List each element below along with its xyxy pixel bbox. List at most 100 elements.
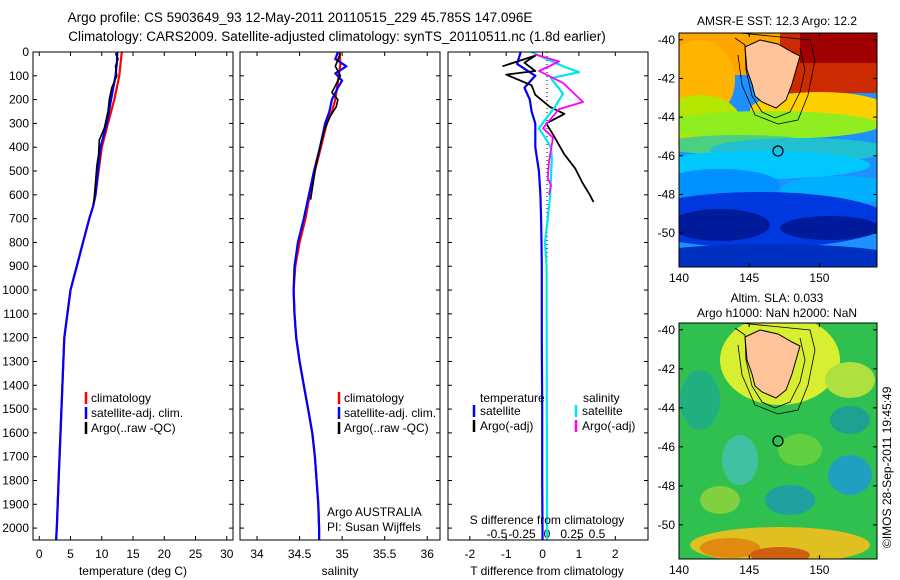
difference-xlabel: T difference from climatology: [470, 564, 624, 578]
legend-label-t-satellite: satellite: [480, 404, 521, 418]
sla-map: Altim. SLA: 0.033 Argo h1000: NaN h2000:…: [658, 291, 878, 577]
sst-map-frame: [678, 32, 878, 268]
x-tick-label: 25: [189, 547, 203, 561]
y-tick-label: 900: [9, 259, 29, 273]
x2-tick-label: 0.5: [589, 527, 606, 541]
lat-tick-label: -42: [658, 71, 676, 85]
lat-tick-label: -48: [658, 187, 676, 201]
lon-tick-label: 140: [669, 563, 689, 577]
lat-tick-label: -40: [658, 33, 676, 47]
temperature-axes-frame: [32, 51, 234, 541]
salinity-panel: 34 34.5 35 35.5 36 salinity climatology sate…: [239, 51, 441, 578]
legend-group-temperature: temperature: [480, 391, 545, 405]
lon-tick-label: 150: [809, 563, 829, 577]
figure-title-line1: Argo profile: CS 5903649_93 12-May-2011 …: [68, 10, 533, 25]
x-tick-label: 20: [158, 547, 172, 561]
lat-tick-label: -44: [658, 110, 676, 124]
series-line-argo-raw-qc: [92, 52, 119, 205]
y-tick-label: 500: [9, 164, 29, 178]
x-tick-label: 15: [126, 547, 140, 561]
x-tick-label: 35: [335, 547, 349, 561]
series-line-salinity-satellite: [530, 52, 581, 540]
lon-tick-label: 140: [669, 271, 689, 285]
x2-tick-label: -0.5: [487, 527, 508, 541]
x-tick-label: 34.5: [288, 547, 312, 561]
series-line-climatology: [292, 52, 342, 540]
sla-map-frame: [678, 322, 878, 560]
lat-tick-label: -46: [658, 440, 676, 454]
x-tick-label: -2: [464, 547, 475, 561]
x-tick-label: -1: [501, 547, 512, 561]
y-tick-label: 0: [22, 45, 29, 59]
imos-credit: ©IMOS 28-Sep-2011 19:45:49: [880, 386, 894, 548]
x-tick-label: 0: [539, 547, 546, 561]
legend-label-satellite: satellite-adj. clim.: [91, 406, 183, 420]
argo-float-marker: [772, 435, 784, 447]
temperature-legend: climatology satellite-adj. clim. Argo(..…: [84, 391, 183, 435]
y-tick-label: 1400: [2, 378, 29, 392]
x-tick-label: 36: [421, 547, 435, 561]
sla-map-title-line1: Altim. SLA: 0.033: [731, 291, 824, 305]
y-tick-label: 1200: [2, 331, 29, 345]
lon-tick-label: 145: [739, 563, 759, 577]
annotation-argo-country: Argo AUSTRALIA: [327, 505, 422, 519]
legend-label-argo: Argo(..raw -QC): [344, 421, 429, 435]
y-tick-label: 600: [9, 188, 29, 202]
y-tick-label: 300: [9, 116, 29, 130]
difference-x2label: S difference from climatology: [470, 513, 625, 527]
temperature-panel: 0 5 10 15 20 25 300100200300400500600700800900…: [2, 45, 233, 578]
salinity-xlabel: salinity: [322, 564, 359, 578]
tasmania-landmass: [744, 329, 801, 399]
y-tick-label: 1000: [2, 283, 29, 297]
y-tick-label: 1600: [2, 426, 29, 440]
argo-float-marker: [772, 145, 784, 157]
y-tick-label: 1900: [2, 497, 29, 511]
y-tick-label: 100: [9, 69, 29, 83]
sst-field: [679, 33, 877, 267]
legend-label-climatology: climatology: [344, 391, 404, 405]
lat-tick-label: -44: [658, 401, 676, 415]
legend-label-s-argo: Argo(-adj): [582, 419, 635, 433]
series-line-salinity-argo-adj: [534, 53, 584, 195]
x-tick-label: 30: [220, 547, 234, 561]
lat-tick-label: -48: [658, 479, 676, 493]
y-tick-label: 1800: [2, 473, 29, 487]
series-line-temperature-satellite: [515, 52, 544, 540]
legend-group-salinity: salinity: [583, 391, 620, 405]
legend-label-argo: Argo(..raw -QC): [91, 421, 176, 435]
sla-map-title-line2: Argo h1000: NaN h2000: NaN: [697, 306, 857, 320]
sla-field: [679, 323, 877, 559]
x-tick-label: 10: [95, 547, 109, 561]
series-line-satellite-adj-clim: [55, 52, 119, 540]
y-tick-label: 2000: [2, 521, 29, 535]
lon-tick-label: 145: [739, 271, 759, 285]
lat-tick-label: -42: [658, 362, 676, 376]
x-tick-label: 2: [612, 547, 619, 561]
difference-axes-frame: [447, 51, 649, 541]
sst-map-title: AMSR-E SST: 12.3 Argo: 12.2: [697, 14, 857, 28]
legend-label-t-argo: Argo(-adj): [480, 419, 533, 433]
y-tick-label: 1500: [2, 402, 29, 416]
difference-panel: -2 -1 0 1 2-0.5 -0.25 0 0.25 0.5 T difference fr…: [447, 51, 649, 578]
lat-tick-label: -50: [658, 226, 676, 240]
x2-tick-label: -0.25: [508, 527, 536, 541]
lat-tick-label: -46: [658, 149, 676, 163]
salinity-axes-frame: [239, 51, 441, 541]
legend-label-s-satellite: satellite: [582, 404, 623, 418]
series-line-climatology: [55, 52, 123, 540]
legend-label-climatology: climatology: [91, 391, 151, 405]
x2-tick-label: 0.25: [560, 527, 584, 541]
temperature-xlabel: temperature (deg C): [79, 564, 187, 578]
series-line-argo-raw-qc: [309, 52, 342, 200]
y-tick-label: 1100: [3, 307, 29, 321]
x-tick-label: 1: [576, 547, 583, 561]
x-tick-label: 35.5: [373, 547, 397, 561]
series-line-satellite-adj-clim: [292, 52, 348, 540]
lat-tick-label: -40: [658, 323, 676, 337]
y-tick-label: 400: [9, 140, 29, 154]
lon-tick-label: 150: [809, 271, 829, 285]
x-tick-label: 34: [250, 547, 264, 561]
annotation-pi: PI: Susan Wijffels: [327, 520, 421, 534]
difference-legend: temperature salinity satellite Argo(-adj…: [472, 391, 635, 433]
